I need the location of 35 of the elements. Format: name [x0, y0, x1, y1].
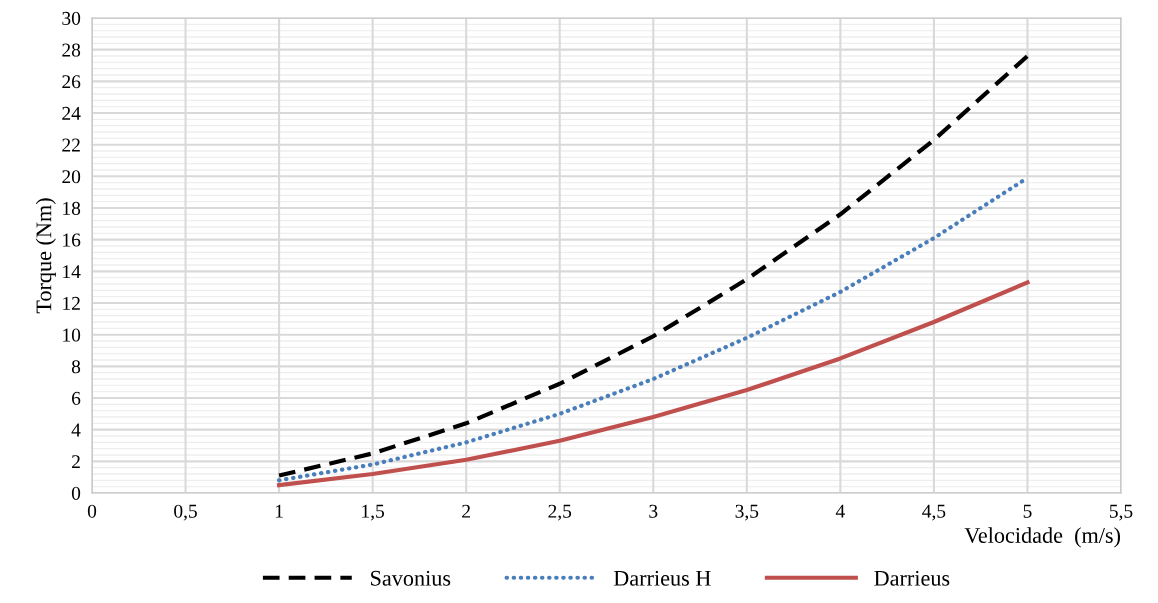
x-axis-title: Velocidade (m/s) [964, 527, 1121, 548]
line-series [277, 280, 1030, 488]
y-tick-label: 2 [72, 455, 80, 469]
y-tick-label: 10 [63, 328, 81, 342]
y-tick-label: 0 [71, 486, 81, 500]
x-tick-label: 3,5 [735, 504, 759, 521]
line-series [277, 53, 1030, 478]
y-tick-label: 22 [62, 138, 80, 152]
y-tick-label: 30 [62, 11, 81, 25]
x-tick-label: 2,5 [548, 504, 572, 521]
x-tick-label: 4,5 [922, 504, 946, 521]
x-tick-label: 1 [275, 504, 283, 518]
y-tick-label: 18 [63, 201, 81, 215]
y-tick-label: 14 [63, 265, 81, 279]
legend-label: Darrieus [874, 570, 950, 586]
y-tick-label: 28 [62, 43, 81, 57]
y-tick-label: 8 [71, 360, 81, 374]
x-tick-label: 5,5 [1109, 504, 1133, 521]
y-tick-label: 4 [71, 423, 81, 437]
y-tick-label: 12 [63, 296, 80, 310]
y-tick-label: 6 [72, 391, 81, 405]
x-tick-label: 2 [462, 504, 470, 518]
y-tick-label: 20 [62, 170, 81, 184]
y-tick-label: 16 [63, 233, 81, 247]
x-tick-label: 3 [649, 504, 658, 518]
y-tick-label: 26 [62, 75, 81, 89]
x-tick-label: 0 [87, 504, 97, 518]
x-tick-label: 4 [835, 504, 845, 518]
x-tick-label: 0,5 [174, 504, 197, 521]
y-axis-title: Torque (Nm) [35, 198, 56, 314]
legend-label: Savonius [371, 570, 451, 586]
legend-label: Darrieus H [613, 570, 711, 586]
x-tick-label: 1,5 [362, 504, 385, 521]
y-tick-label: 24 [62, 106, 81, 120]
x-tick-label: 5 [1023, 504, 1032, 518]
